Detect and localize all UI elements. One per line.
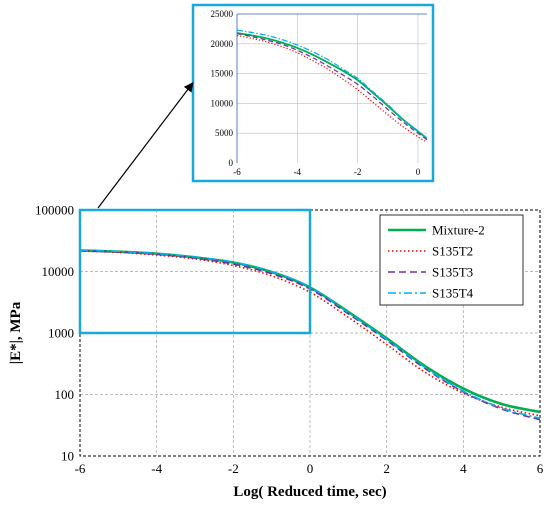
main-y-tick-labels: 10 100 1000 10000 100000 xyxy=(35,203,74,464)
main-x-tick-label: 2 xyxy=(383,461,390,476)
y-axis-title: |E*|, MPa xyxy=(8,301,24,364)
legend: Mixture-2 S135T2 S135T3 S135T4 xyxy=(379,214,524,306)
main-y-tick-label: 100 xyxy=(55,387,75,402)
zoom-highlight-box xyxy=(78,208,312,335)
inset-x-tick-labels: -6 -4 -2 0 xyxy=(233,167,420,177)
zoom-arrow xyxy=(97,82,194,209)
main-x-tick-labels: -6 -4 -2 0 2 4 6 xyxy=(75,461,544,476)
main-x-tick-label: -6 xyxy=(75,461,86,476)
inset-series-group xyxy=(237,29,427,143)
inset-frame xyxy=(191,3,435,183)
inset-y-tick-label: 5000 xyxy=(215,128,234,138)
inset-y-tick-label: 10000 xyxy=(211,98,234,108)
inset-y-tick-label: 25000 xyxy=(211,9,234,19)
main-series-line-s135t4 xyxy=(80,249,540,420)
main-x-tick-label: -2 xyxy=(228,461,239,476)
inset-x-tick-label: -2 xyxy=(354,167,362,177)
inset-y-tick-label: 0 xyxy=(229,158,234,168)
main-series-line-s135t2 xyxy=(80,250,540,417)
legend-label: Mixture-2 xyxy=(432,223,485,238)
inset-x-tick-label: 0 xyxy=(416,167,421,177)
inset-y-tick-labels: 0 5000 10000 15000 20000 25000 xyxy=(211,9,234,168)
main-y-tick-label: 10 xyxy=(61,449,74,464)
inset-series-line-mixture-2 xyxy=(237,32,427,140)
main-x-tick-label: 6 xyxy=(537,461,544,476)
legend-label: S135T3 xyxy=(432,265,473,280)
main-y-tick-label: 10000 xyxy=(42,264,75,279)
legend-label: S135T2 xyxy=(432,244,473,259)
main-y-tick-label: 1000 xyxy=(48,326,74,341)
main-x-tick-label: 4 xyxy=(460,461,467,476)
inset-chart: -6 -4 -2 0 0 5000 10000 15000 20000 25000 xyxy=(191,3,435,183)
legend-label: S135T4 xyxy=(432,286,474,301)
inset-x-tick-label: -4 xyxy=(294,167,302,177)
inset-y-tick-label: 15000 xyxy=(211,69,234,79)
inset-series-line-s135t3 xyxy=(237,33,427,141)
inset-x-tick-label: -6 xyxy=(233,167,241,177)
main-x-tick-label: -4 xyxy=(151,461,162,476)
inset-series-line-s135t2 xyxy=(237,34,427,143)
main-y-tick-label: 100000 xyxy=(35,203,74,218)
main-x-tick-label: 0 xyxy=(307,461,314,476)
inset-gridlines xyxy=(237,14,427,163)
inset-y-tick-label: 20000 xyxy=(211,39,234,49)
inset-series-line-s135t4 xyxy=(237,29,427,139)
x-axis-title: Log( Reduced time, sec) xyxy=(233,484,386,500)
